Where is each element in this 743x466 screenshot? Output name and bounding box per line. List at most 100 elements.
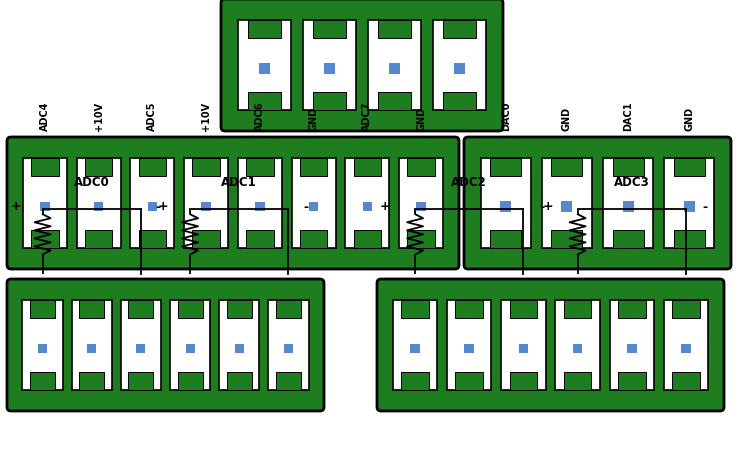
Bar	[551, 158, 583, 176]
Bar	[77, 158, 120, 248]
Bar	[464, 344, 474, 354]
Bar	[219, 300, 259, 390]
Bar	[389, 63, 400, 75]
Bar	[94, 202, 103, 212]
Text: -: -	[702, 200, 707, 213]
Bar	[137, 344, 146, 353]
Text: ADC3: ADC3	[614, 176, 649, 189]
Bar	[399, 158, 443, 248]
Bar	[454, 63, 465, 75]
Bar	[618, 372, 646, 390]
Bar	[130, 158, 175, 248]
Bar	[71, 300, 112, 390]
Bar	[300, 158, 327, 176]
Text: ADC0: ADC0	[74, 176, 110, 189]
Bar	[555, 300, 600, 390]
Bar	[40, 202, 50, 212]
Bar	[178, 372, 203, 390]
Bar	[627, 344, 637, 354]
Bar	[681, 344, 691, 354]
Bar	[246, 230, 273, 248]
Bar	[227, 300, 252, 318]
Text: ADC7: ADC7	[363, 102, 372, 131]
Text: -: -	[155, 200, 160, 213]
Bar	[22, 300, 62, 390]
Bar	[368, 20, 421, 110]
Bar	[407, 158, 435, 176]
Bar	[684, 201, 695, 212]
Bar	[80, 300, 104, 318]
Text: +10V: +10V	[201, 102, 211, 131]
Bar	[309, 202, 319, 212]
Bar	[443, 92, 476, 110]
Bar	[201, 202, 211, 212]
Text: ADC1: ADC1	[221, 176, 257, 189]
FancyBboxPatch shape	[7, 279, 324, 411]
Bar	[401, 372, 429, 390]
Bar	[235, 344, 244, 353]
Bar	[121, 300, 161, 390]
Bar	[259, 63, 270, 75]
Bar	[303, 20, 356, 110]
Bar	[129, 300, 153, 318]
Bar	[255, 202, 265, 212]
Text: DAC1: DAC1	[623, 102, 633, 131]
Bar	[30, 372, 55, 390]
Bar	[542, 158, 592, 248]
Bar	[416, 202, 426, 212]
Bar	[85, 230, 112, 248]
Text: GND: GND	[416, 107, 426, 131]
Bar	[184, 158, 228, 248]
Bar	[363, 202, 372, 212]
Bar	[276, 372, 301, 390]
FancyBboxPatch shape	[221, 0, 503, 131]
Bar	[178, 300, 203, 318]
Bar	[30, 300, 55, 318]
Text: ADC4: ADC4	[40, 102, 50, 131]
Bar	[378, 92, 411, 110]
Text: GND: GND	[684, 107, 695, 131]
Bar	[623, 201, 634, 212]
Text: -: -	[540, 200, 545, 213]
Bar	[502, 300, 545, 390]
Text: -: -	[303, 200, 308, 213]
Bar	[443, 20, 476, 38]
Bar	[324, 63, 335, 75]
Bar	[313, 20, 346, 38]
Bar	[186, 344, 195, 353]
Bar	[345, 158, 389, 248]
Text: +: +	[10, 200, 21, 213]
Bar	[148, 202, 158, 212]
Bar	[227, 372, 252, 390]
Text: ADC5: ADC5	[147, 102, 158, 131]
Bar	[664, 158, 715, 248]
Text: GND: GND	[308, 107, 319, 131]
Text: +: +	[542, 200, 553, 213]
Bar	[455, 300, 483, 318]
Bar	[612, 230, 643, 248]
Bar	[672, 372, 700, 390]
Bar	[573, 344, 583, 354]
Bar	[192, 158, 220, 176]
Bar	[31, 158, 59, 176]
Bar	[248, 20, 281, 38]
Bar	[672, 300, 700, 318]
Bar	[31, 230, 59, 248]
Text: +: +	[380, 200, 391, 213]
Bar	[564, 372, 591, 390]
Bar	[354, 158, 381, 176]
Bar	[500, 201, 511, 212]
Bar	[490, 158, 521, 176]
Bar	[38, 344, 47, 353]
Bar	[663, 300, 708, 390]
Text: +10V: +10V	[94, 102, 103, 131]
Bar	[551, 230, 583, 248]
Bar	[80, 372, 104, 390]
Bar	[519, 344, 528, 354]
Bar	[407, 230, 435, 248]
Bar	[510, 300, 537, 318]
Text: GND: GND	[562, 107, 572, 131]
Bar	[609, 300, 654, 390]
Bar	[246, 158, 273, 176]
Text: ADC6: ADC6	[255, 102, 265, 131]
